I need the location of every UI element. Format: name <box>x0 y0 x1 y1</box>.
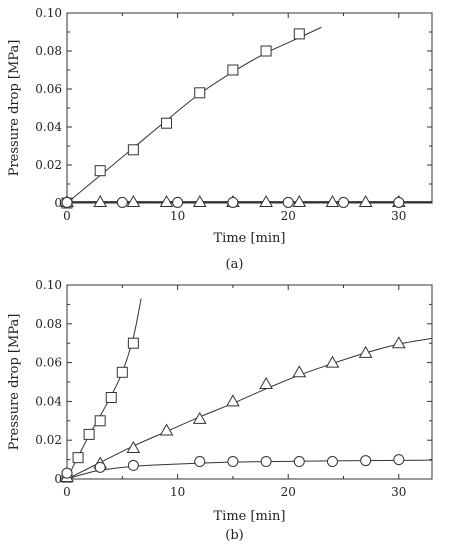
triangle-marker <box>391 336 406 349</box>
circle-marker <box>194 456 206 468</box>
triangle-marker <box>159 423 174 436</box>
y-axis-label: Pressure drop [MPa] <box>7 314 22 451</box>
circle-marker <box>338 196 350 208</box>
y-tick-label: 0 <box>54 196 62 210</box>
y-axis-label: Pressure drop [MPa] <box>7 40 22 177</box>
circle-marker <box>393 196 405 208</box>
circle-marker <box>282 196 294 208</box>
panel-b: 0 10 20 30 0 0.02 0.04 0.06 0.08 0.10 Time [min] Pr… <box>0 275 459 550</box>
y-tick-label: 0.04 <box>35 120 62 134</box>
panel-label: (b) <box>225 528 243 543</box>
y-tick-label: 0.02 <box>35 433 62 447</box>
triangle-marker <box>292 365 307 378</box>
chart-a-svg: 0 10 20 30 0 0.02 0.04 0.06 0.08 0.10 Time [min] Pr… <box>7 6 433 272</box>
triangle-marker <box>93 195 108 208</box>
circle-marker <box>260 456 272 468</box>
triangle-marker <box>325 355 340 368</box>
x-tick-label: 30 <box>391 485 406 499</box>
y-tick-label: 0.08 <box>35 317 62 331</box>
square-marker <box>94 415 106 427</box>
x-tick-label: 0 <box>63 485 71 499</box>
square-marker <box>116 366 128 378</box>
triangle-marker <box>259 195 273 208</box>
square-marker <box>72 452 84 464</box>
triangle-marker <box>192 411 207 424</box>
x-tick-label: 0 <box>63 209 71 223</box>
circle-marker <box>360 455 372 467</box>
y-tick-label: 0.04 <box>35 394 62 408</box>
y-tick-label: 0.06 <box>35 356 62 370</box>
x-tick-label: 20 <box>281 209 296 223</box>
circle-marker <box>61 196 73 208</box>
triangle-marker <box>126 440 141 453</box>
square-marker <box>105 392 117 404</box>
triangle-marker <box>159 195 174 208</box>
circle-marker <box>127 459 139 471</box>
circle-marker <box>393 454 405 466</box>
y-tick-label: 0.10 <box>35 278 62 292</box>
x-tick-label: 20 <box>281 485 296 499</box>
circle-marker <box>94 461 106 473</box>
fit-line-triangle <box>67 337 432 479</box>
y-tick-label: 0 <box>54 472 62 486</box>
chart-b-svg: 0 10 20 30 0 0.02 0.04 0.06 0.08 0.10 Time [min] Pr… <box>7 278 433 543</box>
circle-marker <box>227 196 239 208</box>
circle-marker <box>293 456 305 468</box>
triangle-marker <box>358 195 373 208</box>
triangle-marker <box>192 195 207 208</box>
triangle-marker <box>325 195 340 208</box>
square-marker <box>127 337 139 349</box>
x-axis-label: Time [min] <box>214 509 286 524</box>
fit-line-square <box>67 26 322 203</box>
x-tick-label: 10 <box>170 485 185 499</box>
y-tick-label: 0.10 <box>35 6 62 20</box>
plot-frame <box>66 284 433 480</box>
square-marker <box>194 87 206 99</box>
panel-a: 0 10 20 30 0 0.02 0.04 0.06 0.08 0.10 Time [min] Pr… <box>7 6 433 272</box>
circle-marker <box>227 456 239 468</box>
triangle-marker <box>259 376 273 389</box>
square-marker <box>94 165 106 177</box>
fit-line-circle <box>67 459 432 479</box>
square-marker <box>260 45 272 57</box>
y-tick-label: 0.02 <box>35 158 62 172</box>
square-marker <box>161 117 173 129</box>
panel-label: (a) <box>226 257 244 272</box>
square-marker <box>127 144 139 156</box>
triangle-marker <box>358 345 373 358</box>
triangle-marker <box>126 195 141 208</box>
square-marker <box>293 28 305 40</box>
x-tick-label: 10 <box>170 209 185 223</box>
y-tick-label: 0.06 <box>35 82 62 96</box>
x-tick-label: 30 <box>391 209 406 223</box>
plot-frame <box>66 12 433 204</box>
triangle-marker <box>226 394 240 407</box>
x-axis-label: Time [min] <box>214 231 286 246</box>
circle-marker <box>61 467 73 479</box>
square-marker <box>83 428 95 440</box>
circle-marker <box>172 196 184 208</box>
triangle-marker <box>292 195 307 208</box>
square-marker <box>227 64 239 76</box>
circle-marker <box>116 196 128 208</box>
circle-marker <box>326 456 338 468</box>
y-tick-label: 0.08 <box>35 44 62 58</box>
